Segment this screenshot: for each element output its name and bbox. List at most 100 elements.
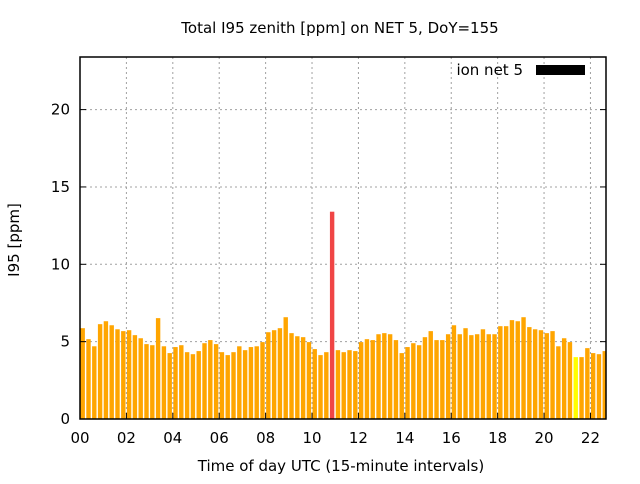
bar bbox=[103, 321, 109, 419]
x-tick-label: 18 bbox=[488, 429, 507, 447]
bar bbox=[521, 317, 526, 419]
bar bbox=[370, 340, 375, 419]
bar bbox=[179, 345, 184, 419]
y-tick-label: 0 bbox=[60, 410, 70, 428]
bar bbox=[387, 334, 393, 419]
bar bbox=[573, 357, 578, 419]
bar bbox=[306, 342, 312, 419]
y-tick-label: 10 bbox=[51, 255, 70, 273]
bar bbox=[364, 339, 370, 419]
bar bbox=[126, 330, 132, 419]
bar bbox=[167, 353, 172, 419]
x-tick-label: 10 bbox=[302, 429, 321, 447]
x-tick-label: 02 bbox=[117, 429, 136, 447]
bar bbox=[97, 324, 103, 419]
x-tick-label: 00 bbox=[70, 429, 89, 447]
bar bbox=[556, 346, 561, 419]
bar bbox=[219, 352, 225, 419]
bar bbox=[509, 320, 515, 419]
bar bbox=[428, 331, 433, 419]
bar bbox=[138, 338, 143, 419]
bar bbox=[237, 346, 242, 419]
bar bbox=[474, 334, 480, 419]
bar bbox=[405, 347, 410, 419]
bar bbox=[271, 330, 277, 419]
bar bbox=[480, 329, 486, 419]
bar bbox=[550, 331, 555, 419]
plot-frame bbox=[79, 56, 607, 420]
bar bbox=[515, 321, 520, 419]
bar bbox=[109, 325, 114, 419]
bar bbox=[202, 343, 207, 419]
bar bbox=[358, 342, 364, 419]
bar bbox=[283, 317, 288, 419]
bar bbox=[463, 328, 468, 419]
bar bbox=[341, 352, 346, 419]
bar bbox=[498, 326, 503, 419]
bar bbox=[254, 346, 259, 419]
bar bbox=[602, 351, 606, 419]
bar bbox=[445, 334, 451, 419]
bar bbox=[579, 357, 584, 419]
bar bbox=[393, 340, 399, 419]
bar bbox=[503, 326, 509, 419]
bar bbox=[184, 352, 190, 419]
bar bbox=[115, 329, 120, 419]
bar bbox=[590, 353, 596, 419]
grid bbox=[80, 57, 606, 419]
y-axis-label: I95 [ppm] bbox=[5, 203, 23, 277]
bar bbox=[382, 333, 387, 419]
bars bbox=[80, 211, 606, 419]
bar bbox=[492, 334, 497, 419]
bar bbox=[457, 334, 462, 419]
bar bbox=[132, 335, 138, 419]
bar bbox=[411, 343, 416, 419]
x-tick-label: 12 bbox=[349, 429, 368, 447]
bar bbox=[190, 354, 196, 419]
bar bbox=[161, 346, 167, 419]
legend: ion net 5 bbox=[456, 61, 585, 79]
bar bbox=[532, 329, 538, 419]
bar bbox=[92, 346, 97, 419]
bar bbox=[567, 342, 573, 419]
bar bbox=[440, 340, 445, 419]
bar bbox=[347, 350, 352, 419]
bar bbox=[469, 335, 474, 419]
bar bbox=[329, 211, 335, 419]
bar bbox=[295, 336, 300, 419]
bar bbox=[289, 333, 294, 419]
bar bbox=[422, 337, 428, 419]
bar bbox=[399, 353, 404, 419]
bar bbox=[585, 348, 590, 419]
bar bbox=[231, 352, 236, 419]
bar bbox=[300, 337, 306, 419]
bar bbox=[225, 355, 230, 419]
bar bbox=[208, 340, 213, 419]
bar bbox=[318, 355, 323, 419]
bar bbox=[544, 333, 549, 419]
bar bbox=[242, 350, 248, 419]
bar bbox=[312, 349, 317, 419]
x-tick-label: 04 bbox=[163, 429, 182, 447]
bar bbox=[451, 325, 457, 419]
x-tick-label: 20 bbox=[535, 429, 554, 447]
x-tick-label: 06 bbox=[210, 429, 229, 447]
bar bbox=[335, 350, 341, 419]
bar bbox=[173, 347, 178, 419]
bar bbox=[277, 328, 283, 419]
x-tick-label: 08 bbox=[256, 429, 275, 447]
x-axis-label: Time of day UTC (15-minute intervals) bbox=[197, 457, 484, 475]
x-tick-label: 14 bbox=[395, 429, 414, 447]
bar bbox=[80, 328, 85, 419]
bar bbox=[596, 354, 602, 419]
y-tick-label: 15 bbox=[51, 178, 70, 196]
bar bbox=[266, 332, 271, 419]
bar bbox=[121, 331, 126, 419]
bar bbox=[213, 344, 219, 419]
bar bbox=[486, 334, 491, 419]
y-tick-label: 20 bbox=[51, 101, 70, 119]
bar bbox=[538, 330, 544, 419]
bar bbox=[324, 352, 329, 419]
bar bbox=[248, 347, 254, 419]
